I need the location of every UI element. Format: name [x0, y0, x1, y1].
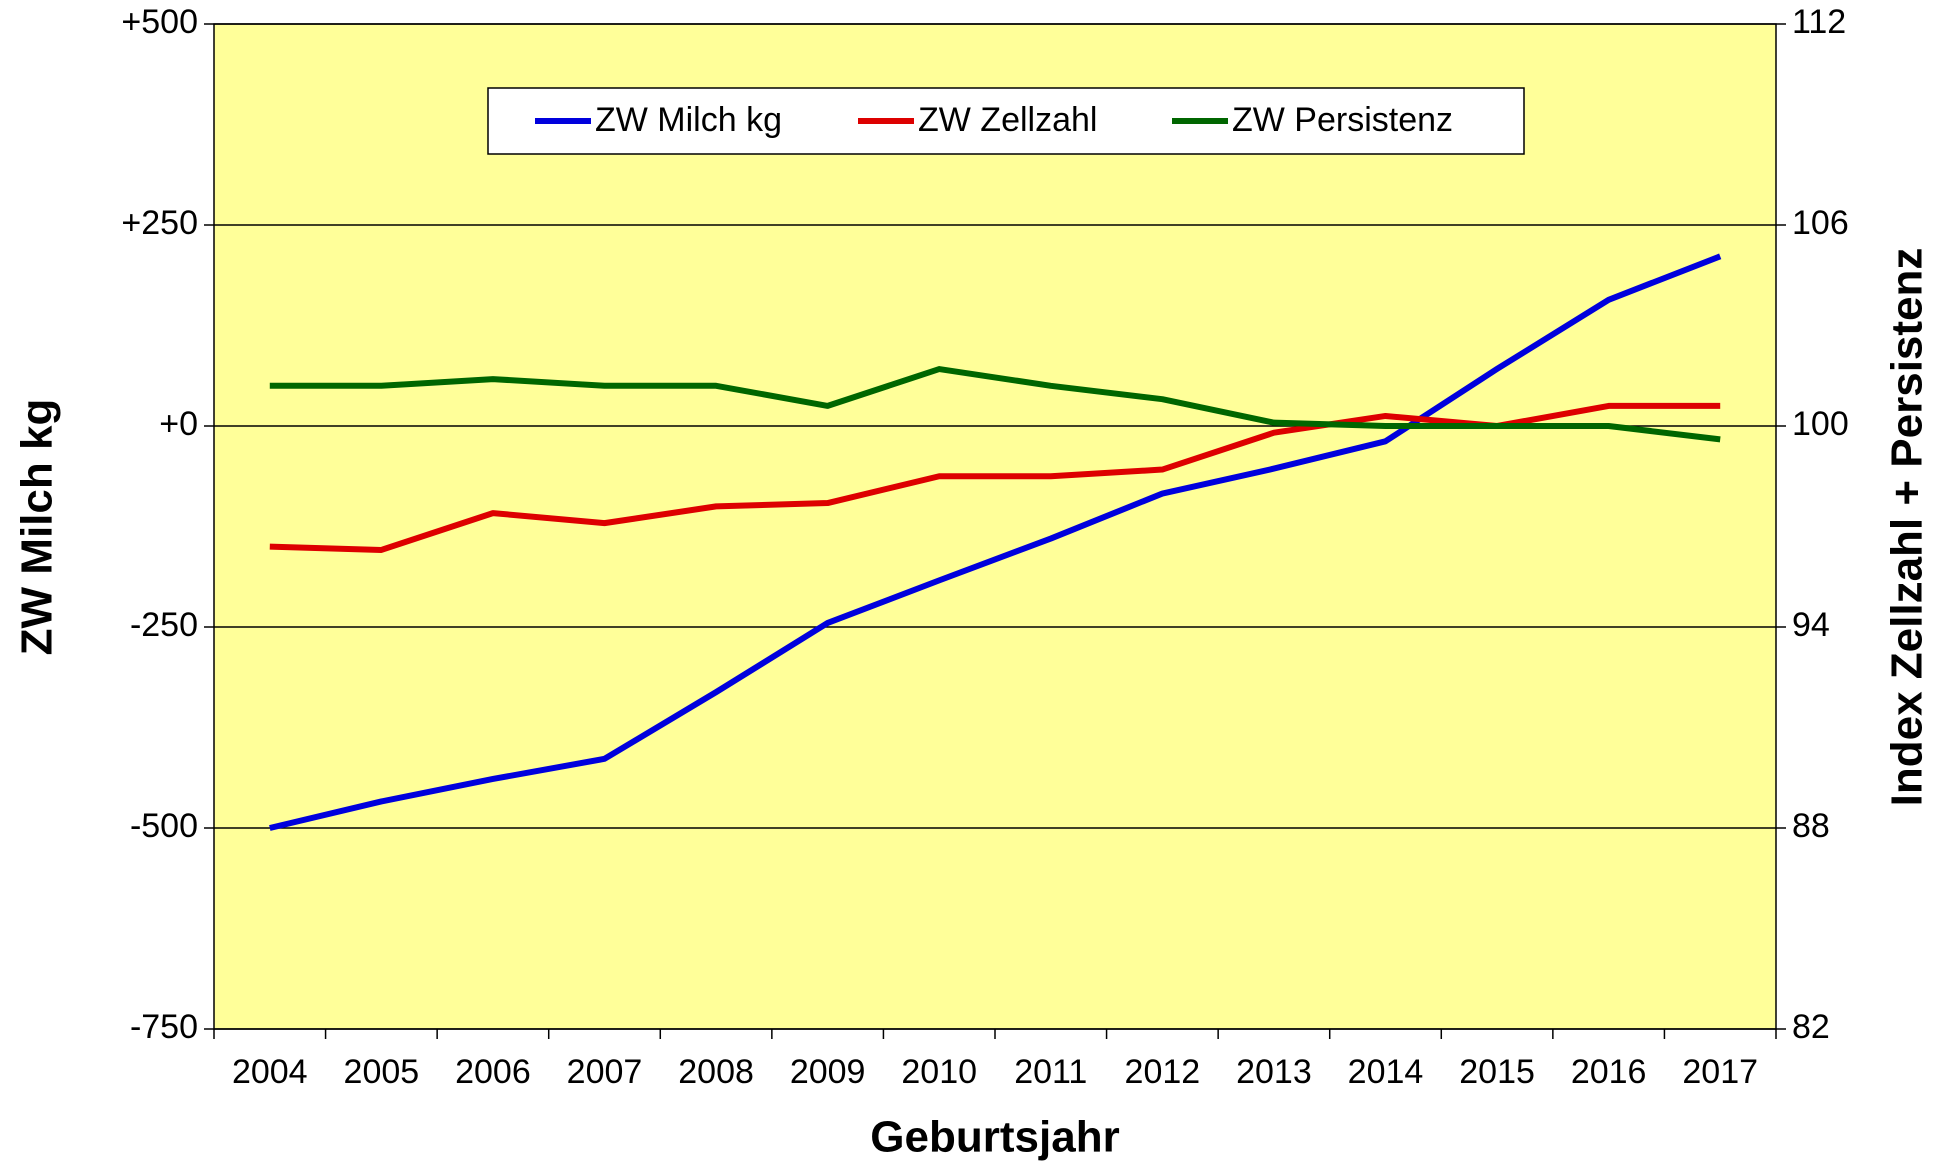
x-tick-label: 2016 [1571, 1053, 1647, 1091]
y-tick-label: -250 [130, 606, 198, 644]
legend-box [487, 87, 1525, 155]
x-tick-label: 2006 [455, 1053, 531, 1091]
x-tick-label: 2012 [1125, 1053, 1201, 1091]
y2-tick-label: 100 [1792, 405, 1849, 443]
series-line [269, 366, 1721, 443]
y2-tick-label: 82 [1792, 1008, 1830, 1046]
y-tick-label: +0 [159, 405, 198, 443]
y2-tick-label: 106 [1792, 204, 1849, 242]
y-tick-label: -750 [130, 1008, 198, 1046]
series-line [269, 253, 1722, 831]
y-tick-label: -500 [130, 807, 198, 845]
x-tick-label: 2013 [1236, 1053, 1312, 1091]
legend-label: ZW Zellzahl [918, 101, 1097, 139]
y2-tick-label: 94 [1792, 606, 1830, 644]
x-axis-title: Geburtsjahr [870, 1113, 1119, 1162]
plot-area [214, 24, 1776, 1029]
x-tick-label: 2007 [567, 1053, 643, 1091]
x-tick-label: 2010 [901, 1053, 977, 1091]
x-tick-label: 2015 [1459, 1053, 1535, 1091]
legend-label: ZW Milch kg [595, 101, 782, 139]
x-tick-label: 2009 [790, 1053, 866, 1091]
legend-label: ZW Persistenz [1232, 101, 1453, 139]
y2-tick-label: 88 [1792, 807, 1830, 845]
y2-tick-label: 112 [1792, 3, 1846, 41]
x-tick-label: 2011 [1014, 1053, 1087, 1091]
y-axis-title: ZW Milch kg [13, 399, 62, 656]
x-tick-label: 2014 [1348, 1053, 1424, 1091]
y-tick-label: +500 [121, 3, 198, 41]
x-tick-label: 2004 [232, 1053, 308, 1091]
x-tick-label: 2005 [344, 1053, 420, 1091]
y2-axis-title: Index Zellzahl + Persistenz [1883, 248, 1932, 807]
x-tick-label: 2017 [1682, 1053, 1758, 1091]
y-tick-label: +250 [121, 204, 198, 242]
x-tick-label: 2008 [678, 1053, 754, 1091]
